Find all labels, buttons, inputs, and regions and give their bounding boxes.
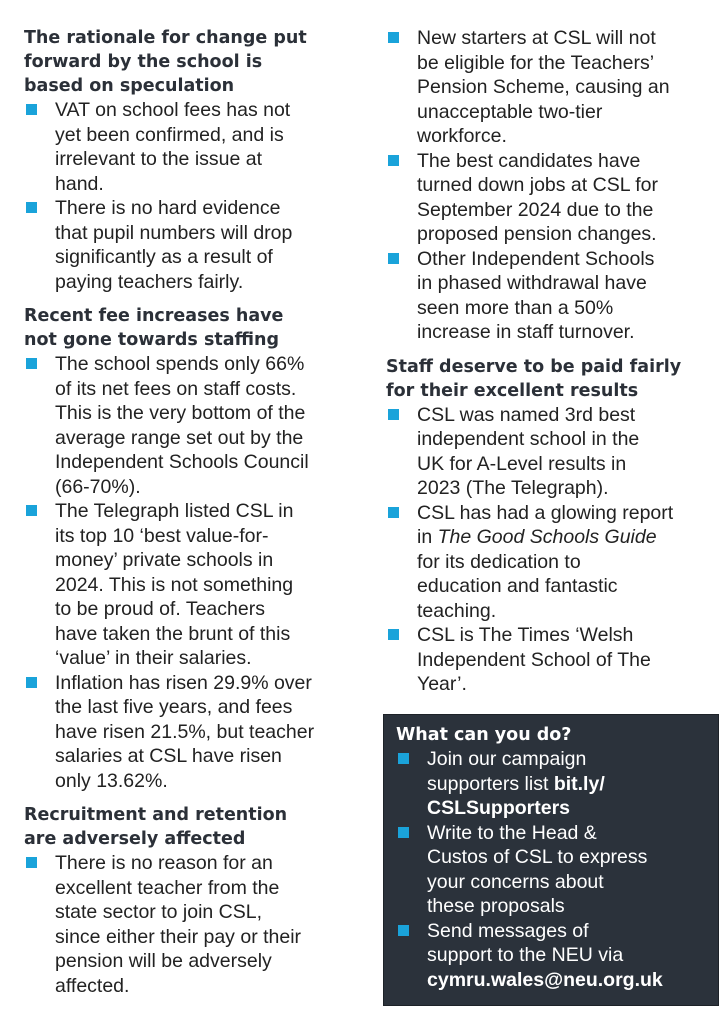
section-heading: Recent fee increases have not gone towar… — [24, 306, 284, 350]
list-item: The Telegraph listed CSL in its top 10 ‘… — [24, 499, 344, 671]
square-bullet-icon — [398, 826, 409, 838]
square-bullet-icon — [26, 104, 37, 115]
square-bullet-icon — [26, 857, 37, 868]
action-box-heading: What can you do? — [396, 725, 572, 745]
section-rationale: The rationale for change put forward by … — [24, 26, 344, 294]
section-heading: Recruitment and retention are adversely … — [24, 805, 288, 849]
square-bullet-icon — [26, 676, 37, 688]
recruitment-continued-list: New starters at CSL will not be eligible… — [386, 26, 706, 345]
square-bullet-icon — [388, 32, 399, 43]
list-item: Write to the Head & Custos of CSL to exp… — [396, 821, 706, 919]
square-bullet-icon — [388, 408, 399, 420]
list-item: There is no hard evidence that pupil num… — [24, 196, 344, 294]
square-bullet-icon — [398, 924, 409, 936]
bullet-list: VAT on school fees has not yet been conf… — [24, 98, 344, 294]
supporters-link[interactable]: CSLSupporters — [427, 797, 571, 819]
list-item: There is no reason for an excellent teac… — [24, 851, 344, 998]
square-bullet-icon — [26, 202, 37, 213]
section-results: Staff deserve to be paid fairly for thei… — [386, 355, 706, 697]
square-bullet-icon — [388, 154, 399, 166]
list-item: New starters at CSL will not be eligible… — [386, 26, 706, 149]
supporters-link[interactable]: bit.ly/ — [553, 772, 605, 795]
bullet-list: There is no reason for an excellent teac… — [24, 851, 344, 998]
square-bullet-icon — [388, 629, 399, 640]
list-item: CSL has had a glowing report in The Good… — [386, 501, 706, 624]
bullet-list: The school spends only 66% of its net fe… — [24, 352, 344, 793]
list-item: The best candidates have turned down job… — [386, 149, 706, 247]
section-heading: The rationale for change put forward by … — [24, 28, 307, 96]
action-list: Join our campaign supporters list bit.ly… — [396, 747, 706, 992]
action-box: What can you do? Join our campaign suppo… — [383, 714, 719, 1006]
list-item: Send messages of support to the NEU via … — [396, 919, 706, 993]
bullet-list: CSL was named 3rd best independent schoo… — [386, 403, 706, 697]
square-bullet-icon — [26, 358, 37, 369]
square-bullet-icon — [388, 252, 399, 264]
left-column: The rationale for change put forward by … — [24, 26, 344, 998]
list-item: Other Independent Schools in phased with… — [386, 247, 706, 345]
list-item: Inflation has risen 29.9% over the last … — [24, 671, 344, 794]
section-heading: Staff deserve to be paid fairly for thei… — [386, 356, 682, 401]
section-fees: Recent fee increases have not gone towar… — [24, 304, 344, 793]
square-bullet-icon — [398, 753, 409, 764]
list-item: VAT on school fees has not yet been conf… — [24, 98, 344, 196]
publication-title: The Good Schools Guide — [437, 526, 657, 548]
square-bullet-icon — [26, 505, 37, 516]
section-recruitment: Recruitment and retention are adversely … — [24, 803, 344, 998]
list-item: Join our campaign supporters list bit.ly… — [396, 747, 706, 821]
square-bullet-icon — [388, 506, 399, 518]
list-item: CSL is The Times ‘Welsh Independent Scho… — [386, 623, 706, 697]
list-item: CSL was named 3rd best independent schoo… — [386, 403, 706, 501]
email-link[interactable]: cymru.wales@neu.org.uk — [427, 968, 663, 991]
list-item: The school spends only 66% of its net fe… — [24, 352, 344, 499]
right-column: New starters at CSL will not be eligible… — [386, 26, 706, 697]
